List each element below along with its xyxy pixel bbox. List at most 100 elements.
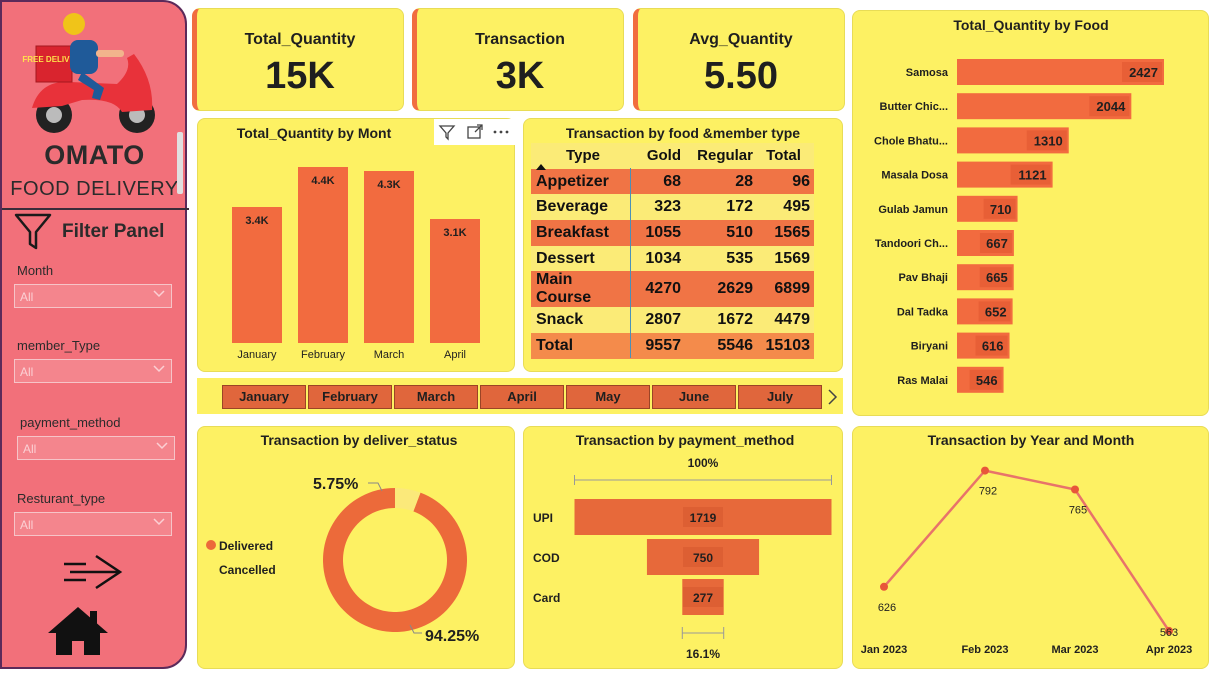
month-button-may[interactable]: May	[566, 385, 650, 409]
series-line	[883, 469, 1171, 632]
data-label: 546	[976, 373, 998, 388]
funnel-bottom-bracket	[681, 627, 725, 639]
arrow-right-icon[interactable]	[62, 548, 126, 596]
cell-type: Main Course	[531, 271, 630, 308]
cell-regular: 28	[685, 168, 757, 195]
filter-panel-header: Filter Panel	[14, 212, 164, 252]
data-label: 667	[986, 236, 1008, 251]
cell-gold: 1034	[630, 245, 685, 272]
data-point[interactable]	[981, 466, 989, 475]
table-row: Snack 2807 1672 4479	[531, 307, 814, 334]
kpi-title: Total_Quantity	[244, 31, 356, 48]
chevron-right-icon[interactable]	[825, 388, 839, 406]
trend-line-chart: Transaction by Year and Month 626 Jan 2023…	[861, 432, 1192, 656]
bar-march[interactable]	[364, 171, 414, 343]
data-label-bg	[978, 301, 1011, 322]
month-dropdown[interactable]: All	[14, 284, 172, 308]
data-label: 616	[982, 339, 1004, 354]
x-tick-label: January	[237, 349, 277, 361]
kpi-title: Avg_Quantity	[689, 31, 793, 48]
matrix-table: Type Gold Regular Total Appetizer 68 28 96 …	[531, 143, 814, 359]
cell-regular: 172	[685, 194, 757, 221]
data-point[interactable]	[1071, 485, 1079, 494]
sidebar: FREE DELIVERY OMATO FOOD DELIVERY Filter…	[0, 0, 189, 669]
chart-title: Transaction by deliver_status	[261, 432, 458, 448]
y-tick-label: Gulab Jamun	[878, 204, 948, 216]
slice-cancelled[interactable]	[395, 488, 421, 512]
header-type[interactable]: Type	[531, 143, 630, 170]
data-label: 652	[985, 304, 1007, 319]
delivery-scooter-logo: FREE DELIVERY	[22, 13, 155, 133]
logo-text: FREE DELIVERY	[22, 55, 86, 64]
slicer-label-member-type: member_Type	[17, 338, 101, 353]
y-tick-label: Biryani	[911, 341, 948, 353]
payment-method-dropdown-value: All	[23, 442, 37, 456]
restaurant-type-dropdown[interactable]: All	[14, 512, 172, 536]
month-button-july[interactable]: July	[738, 385, 822, 409]
chart-deliver-status[interactable]: Transaction by deliver_status 5.75% 94.25%…	[197, 426, 515, 669]
month-button-june[interactable]: June	[652, 385, 736, 409]
y-tick-label: Dal Tadka	[897, 306, 949, 318]
sidebar-scrollbar[interactable]	[177, 132, 183, 194]
month-dropdown-value: All	[20, 290, 34, 304]
x-tick-label: Apr 2023	[1146, 644, 1192, 656]
cell-type: Dessert	[531, 245, 630, 272]
chart-title: Transaction by payment_method	[576, 432, 795, 448]
chart-quantity-by-food[interactable]: Total_Quantity by Food 2427 Samosa 2044 Butt…	[852, 10, 1209, 416]
kpi-value: 5.50	[704, 55, 778, 97]
legend-marker-delivered	[206, 540, 216, 550]
kpi-value: 15K	[265, 55, 335, 97]
bar-april[interactable]	[430, 219, 480, 343]
chart-transaction-trend[interactable]: Transaction by Year and Month 626 Jan 2023…	[852, 426, 1209, 669]
visual-header-toolbar	[434, 119, 516, 145]
cell-regular: 5546	[685, 333, 757, 359]
y-tick-label: Pav Bhaji	[898, 272, 948, 284]
member-type-dropdown[interactable]: All	[14, 359, 172, 383]
chart-quantity-by-month[interactable]: Total_Quantity by Mont 3.4K January 4.4K Feb…	[197, 118, 516, 372]
data-point[interactable]	[1165, 626, 1173, 635]
food-bar-chart: Total_Quantity by Food 2427 Samosa 2044 Butt…	[874, 17, 1164, 393]
category-label: UPI	[533, 511, 553, 525]
data-label: 665	[986, 270, 1008, 285]
kpi-value: 3K	[495, 55, 545, 97]
cell-gold: 1055	[630, 220, 685, 246]
sidebar-divider	[2, 208, 189, 210]
table-row: Dessert 1034 535 1569	[531, 245, 814, 272]
y-tick-label: Samosa	[906, 67, 949, 79]
more-options-icon[interactable]	[492, 123, 510, 141]
data-label: 710	[990, 202, 1012, 217]
payment-method-dropdown[interactable]: All	[17, 436, 175, 460]
leader-line	[368, 482, 383, 492]
x-tick-label: Feb 2023	[961, 644, 1008, 656]
filter-icon[interactable]	[438, 123, 456, 141]
table-title: Transaction by food &member type	[565, 125, 801, 141]
cell-total: 15103	[757, 333, 814, 359]
chart-payment-method[interactable]: Transaction by payment_method 100% 1719 UPI…	[523, 426, 843, 669]
x-tick-label: March	[374, 349, 405, 361]
header-gold[interactable]: Gold	[646, 147, 681, 165]
deliver-donut-chart: Transaction by deliver_status 5.75% 94.25%…	[206, 432, 479, 645]
slice-delivered[interactable]	[323, 488, 467, 632]
home-icon[interactable]	[46, 605, 110, 657]
data-label: 4.3K	[377, 179, 400, 191]
bar-february[interactable]	[298, 167, 348, 343]
cell-regular: 510	[685, 220, 757, 246]
bar-january[interactable]	[232, 207, 282, 343]
chevron-down-icon	[153, 365, 165, 373]
header-total[interactable]: Total	[766, 147, 801, 165]
month-button-january[interactable]: January	[222, 385, 306, 409]
focus-mode-icon[interactable]	[466, 123, 484, 141]
header-regular[interactable]: Regular	[697, 147, 753, 165]
data-label: 626	[878, 602, 896, 614]
category-label: COD	[533, 551, 560, 565]
restaurant-type-dropdown-value: All	[20, 518, 34, 532]
month-button-march[interactable]: March	[394, 385, 478, 409]
data-label-bg	[1026, 130, 1067, 151]
cell-total: 96	[757, 168, 814, 195]
data-label-bg	[979, 267, 1012, 288]
month-button-february[interactable]: February	[308, 385, 392, 409]
month-button-april[interactable]: April	[480, 385, 564, 409]
table-divider	[630, 168, 631, 358]
data-point[interactable]	[880, 582, 888, 591]
cell-gold: 9557	[630, 333, 685, 359]
